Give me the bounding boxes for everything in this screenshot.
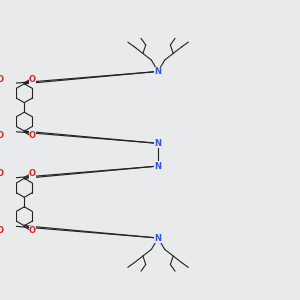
Text: N: N xyxy=(154,162,161,171)
Text: N: N xyxy=(154,233,161,242)
Text: O: O xyxy=(29,169,36,178)
Text: O: O xyxy=(29,74,36,83)
Text: N: N xyxy=(154,139,161,148)
Text: O: O xyxy=(29,131,36,140)
Text: O: O xyxy=(0,169,3,178)
Text: N: N xyxy=(154,67,161,76)
Text: O: O xyxy=(0,131,3,140)
Text: O: O xyxy=(29,226,36,235)
Text: O: O xyxy=(0,74,3,83)
Text: O: O xyxy=(0,226,3,235)
